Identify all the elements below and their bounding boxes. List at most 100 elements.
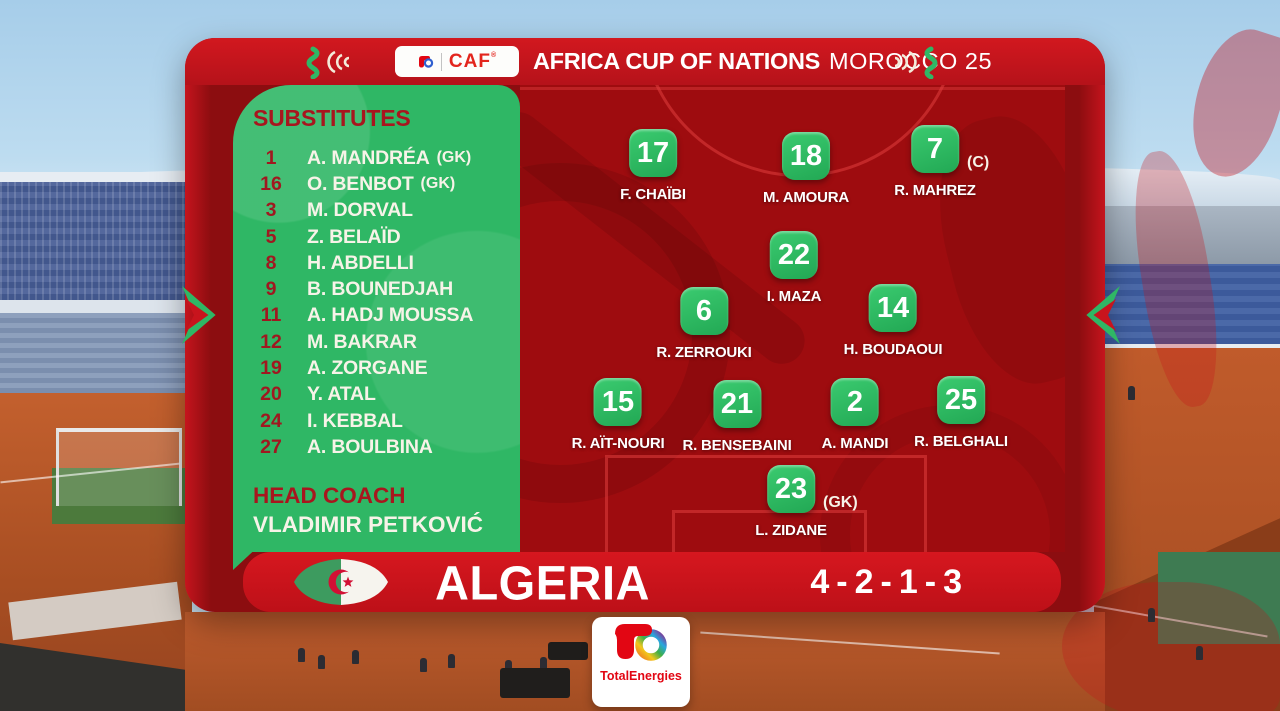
substitute-name: Y. ATAL [307,383,376,406]
player-name: R. MAHREZ [894,182,976,199]
player-name: M. AMOURA [763,189,849,206]
left-stand-lower-crowd [0,313,192,393]
player-node: 6 R. ZERROUKI [656,287,752,361]
caf-logo-divider [440,52,442,71]
substitute-number: 24 [260,409,282,432]
substitute-name: A. MANDRÉA [307,146,430,169]
substitutes-title: SUBSTITUTES [253,105,411,131]
substitute-name: O. BENBOT [307,172,414,195]
player-number-box: 18 [782,132,830,180]
player-name: R. AÏT-NOURI [571,435,665,452]
left-goal-frame [56,428,182,506]
player-number-box: 17 [628,129,677,177]
caf-logo-text: CAF® [448,51,498,72]
substitute-row: 12 M. BAKRAR [247,329,516,355]
player-node: 17 F. CHAÏBI [620,129,686,203]
substitute-row: 11 A. HADJ MOUSSA [247,303,516,329]
lineup-graphic-card: CAF® AFRICA CUP OF NATIONS MOROCCO 25 SU… [185,38,1105,612]
player-node: 7 (C) R. MAHREZ [894,125,989,199]
player-name: I. MAZA [766,288,822,305]
player-name: F. CHAÏBI [620,186,686,203]
decorative-red-motif [1062,582,1280,711]
player-tag: (GK) [823,494,858,511]
substitute-name: I. KEBBAL [307,409,403,432]
substitute-number: 3 [265,199,277,222]
header-bar: CAF® AFRICA CUP OF NATIONS MOROCCO 25 [185,38,1105,85]
caf-logo: CAF® [395,46,519,77]
decorative-red-motif [1174,18,1280,188]
spectator-figure [352,650,359,664]
side-ornament-left-icon [182,282,240,348]
spectator-figure [298,648,305,662]
spectator-figure [420,658,427,672]
substitutes-list: 1 A. MANDRÉA (GK) 16 O. BENBOT (GK) 3 M. DORV… [247,145,516,461]
substitute-name: M. BAKRAR [307,330,417,353]
player-number-box: 14 [868,284,917,332]
player-number-box: 22 [770,231,818,279]
formation-label: 4-2-1-3 [810,562,969,601]
pitchside-equipment [500,668,570,698]
player-number-box: 21 [713,380,761,428]
algeria-flag-badge [294,559,388,605]
pitchside-equipment [548,642,588,660]
substitute-row: 20 Y. ATAL [247,382,516,408]
totalenergies-logo: TotalEnergies [592,617,690,707]
player-number-box: 2 [830,378,879,426]
left-stand-band [0,300,192,313]
right-stand-wall [1096,206,1280,264]
player-name: A. MANDI [821,435,889,452]
team-name: ALGERIA [435,554,650,610]
player-number-box: 25 [936,376,985,424]
player-name: R. BELGHALI [914,433,1008,450]
header-ornament-left-icon [306,46,350,79]
player-node: 2 A. MANDI [822,378,889,452]
substitute-number: 19 [260,357,282,380]
substitute-name: A. BOULBINA [307,435,433,458]
substitute-row: 1 A. MANDRÉA (GK) [247,145,516,171]
substitute-number: 12 [260,330,282,353]
totalenergies-mini-icon [418,56,434,68]
penalty-box [605,455,927,552]
substitute-name: A. ZORGANE [307,357,428,380]
substitute-name: H. ABDELLI [307,251,414,274]
substitute-name: A. HADJ MOUSSA [307,304,474,327]
spectator-figure [448,654,455,668]
side-ornament-right-icon [1062,282,1120,348]
player-number-box: 6 [680,287,728,335]
header-ornament-right-icon [894,46,938,79]
substitute-row: 5 Z. BELAÏD [247,224,516,250]
player-node: 25 R. BELGHALI [914,376,1008,450]
head-coach-label: HEAD COACH [253,483,406,508]
spectator-figure [1148,608,1155,622]
player-name: L. ZIDANE [755,522,827,539]
spectator-figure [318,655,325,669]
competition-name: AFRICA CUP OF NATIONS [533,48,821,74]
player-node: 15 R. AÏT-NOURI [572,378,665,452]
team-bar: ALGERIA 4-2-1-3 [243,552,1061,612]
left-pitch-strip [52,468,186,524]
substitute-name: M. DORVAL [307,199,413,222]
totalenergies-wordmark: TotalEnergies [600,669,682,683]
substitute-row: 8 H. ABDELLI [247,250,516,276]
substitute-name: Z. BELAÏD [307,225,401,248]
left-stand-crowd [0,182,192,300]
substitutes-panel: SUBSTITUTES 1 A. MANDRÉA (GK) 16 O. BENBOT (… [233,85,520,552]
substitute-row: 9 B. BOUNEDJAH [247,276,516,302]
substitute-number: 8 [265,251,277,274]
substitute-row: 27 A. BOULBINA [247,434,516,460]
substitute-number: 9 [265,278,277,301]
substitute-row: 19 A. ZORGANE [247,355,516,381]
substitute-row: 3 M. DORVAL [247,198,516,224]
substitute-number: 16 [260,172,282,195]
substitute-number: 27 [260,435,282,458]
player-number-box: 7 [911,125,959,173]
player-number-box: 23 [767,465,815,513]
player-name: R. ZERROUKI [656,344,752,361]
player-node: 14 H. BOUDAOUI [844,284,943,358]
right-stand-crowd [1096,264,1280,344]
totalenergies-mark-icon [615,624,667,661]
player-node: 18 M. AMOURA [763,132,849,206]
player-node: 23 (GK) L. ZIDANE [755,465,858,539]
spectator-figure [1196,646,1203,660]
